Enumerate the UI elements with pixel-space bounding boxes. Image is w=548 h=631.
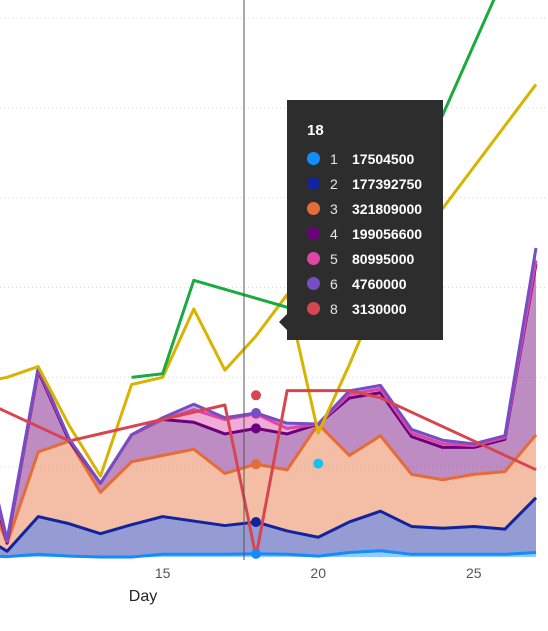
tooltip-row: 1 17504500 [307,146,443,171]
x-axis-title: Day [129,588,157,605]
hover-markers [251,390,324,559]
marker-series-1 [251,548,261,559]
x-tick-label: 20 [310,565,326,581]
marker-series-2 [251,516,261,527]
tooltip-series-value: 4760000 [352,275,407,292]
tooltip-series-name: 1 [330,150,338,167]
legend-dot-icon [307,152,320,165]
tooltip-series-name: 2 [330,175,338,192]
tooltip-series-value: 199056600 [352,225,423,242]
area-layers [0,247,536,557]
legend-dot-icon [307,227,320,240]
tooltip-row: 8 3130000 [307,296,443,321]
tooltip-row: 6 4760000 [307,271,443,296]
tooltip-row: 4 199056600 [307,221,443,246]
marker-series-8 [251,390,261,401]
marker-series-6 [251,407,261,418]
tooltip-title: 18 [307,122,324,139]
tooltip-series-value: 17504500 [352,150,415,167]
tooltip-series-name: 5 [330,250,338,267]
x-axis-ticks: 15 20 25 [155,565,482,581]
legend-dot-icon [307,277,320,290]
legend-dot-icon [307,302,320,315]
legend-dot-icon [307,252,320,265]
marker-hover-point [313,458,324,469]
marker-series-4 [251,423,261,434]
tooltip-row: 2 177392750 [307,171,443,196]
hover-tooltip: 18 1 17504500 2 177392750 3 321809000 4 1990566… [279,100,443,340]
tooltip-series-name: 3 [330,200,338,217]
area-series-1 [0,550,536,557]
tooltip-rows: 1 17504500 2 177392750 3 321809000 4 199056600 5… [307,146,443,321]
tooltip-series-name: 8 [330,300,338,317]
tooltip-series-value: 80995000 [352,250,415,267]
legend-dot-icon [307,177,320,190]
tooltip-series-value: 177392750 [352,175,423,192]
x-tick-label: 25 [466,565,482,581]
tooltip-row: 5 80995000 [307,246,443,271]
marker-series-3 [251,459,261,470]
tooltip-row: 3 321809000 [307,196,443,221]
tooltip-series-value: 321809000 [352,200,423,217]
gridlines [0,17,548,468]
legend-dot-icon [307,202,320,215]
area-series-2 [0,497,536,557]
x-tick-label: 15 [155,565,171,581]
tooltip-series-value: 3130000 [352,300,407,317]
tooltip-series-name: 6 [330,275,338,292]
tooltip-series-name: 4 [330,225,338,242]
